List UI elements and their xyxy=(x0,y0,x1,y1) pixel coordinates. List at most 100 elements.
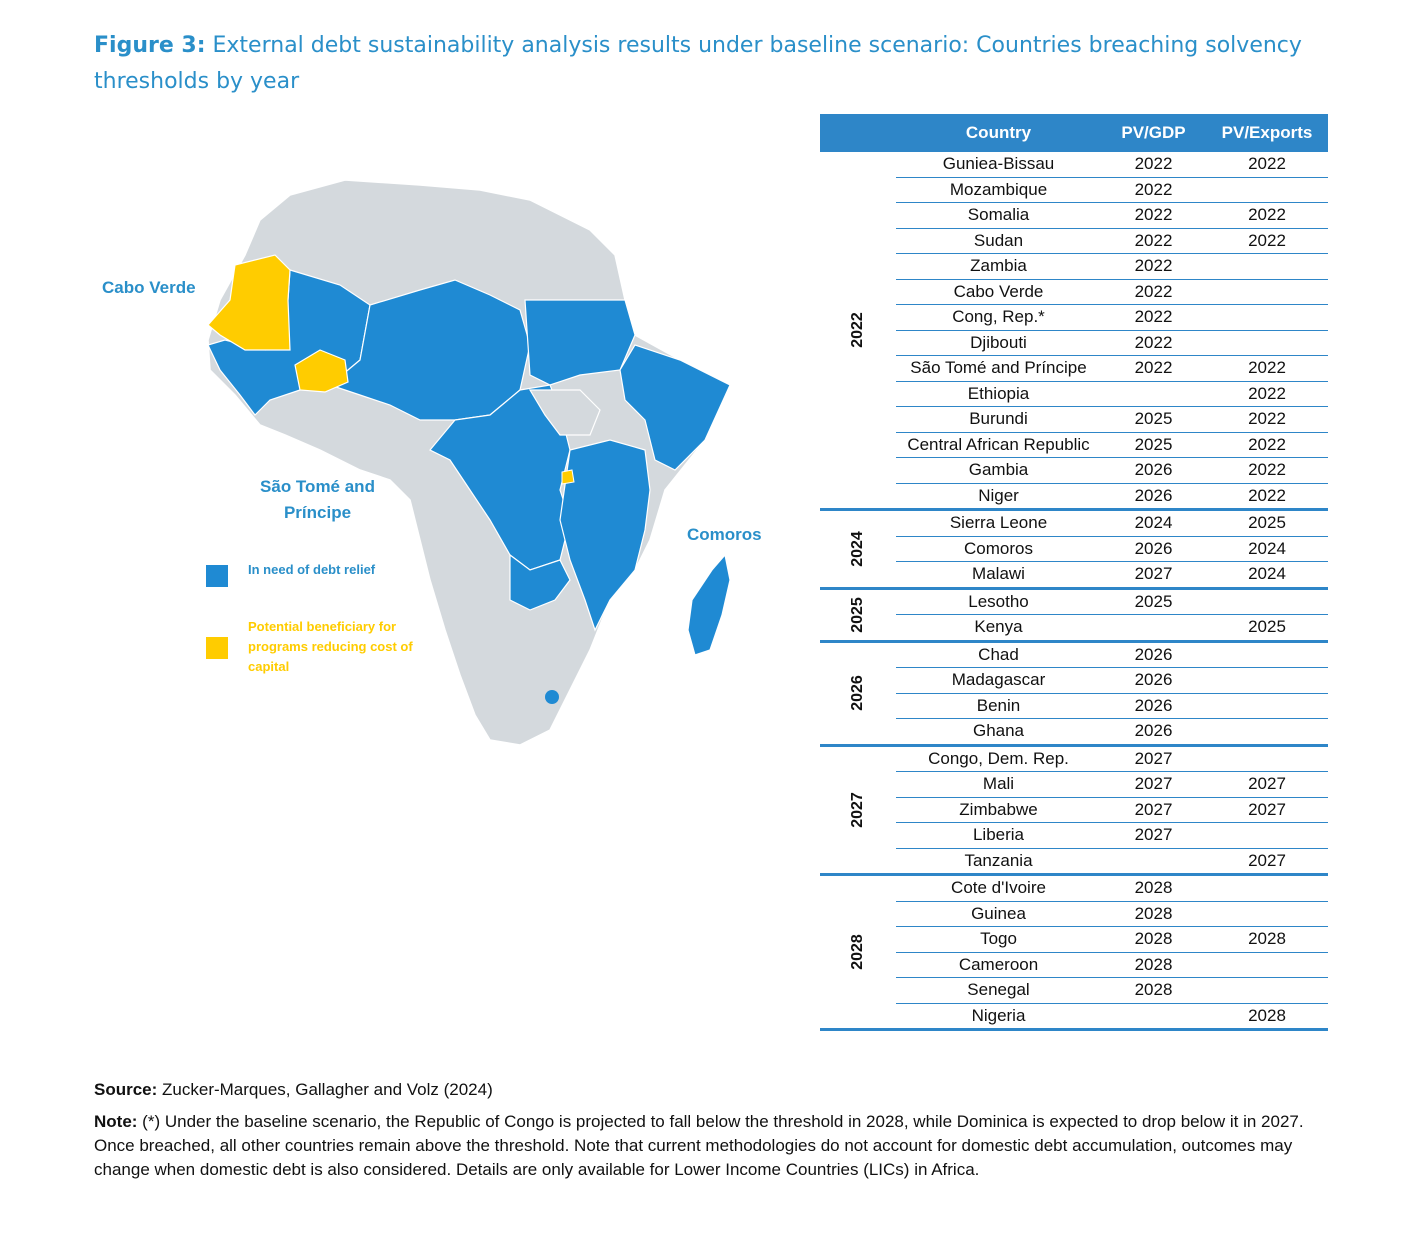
table-row: Lesotho 2025 xyxy=(896,590,1328,615)
cell-pv-exports xyxy=(1206,978,1328,1003)
cell-pv-exports xyxy=(1206,590,1328,615)
map-label-comoros: Comoros xyxy=(687,525,762,544)
year-group: 2026 Chad 2026 Madagascar 2026 Benin 2026 Ghana… xyxy=(820,643,1328,747)
figure-title-text: External debt sustainability analysis re… xyxy=(94,33,1302,94)
cell-country: São Tomé and Príncipe xyxy=(910,358,1087,377)
cell-country: Mozambique xyxy=(949,179,1048,199)
map-region-mauritania xyxy=(207,254,291,351)
cell-pv-exports: 2022 xyxy=(1248,205,1286,224)
table-row: São Tomé and Príncipe 2022 2022 xyxy=(896,356,1328,382)
cell-pv-gdp xyxy=(1101,615,1206,640)
map-region-lesotho xyxy=(545,690,559,704)
cell-pv-gdp: 2028 xyxy=(1134,929,1173,948)
cell-country: Somalia xyxy=(967,205,1030,224)
cell-country: Mali xyxy=(982,774,1015,793)
year-group-label: 2028 xyxy=(849,934,866,970)
table-row: Ethiopia 2022 xyxy=(896,382,1328,407)
table-header: Country PV/GDP PV/Exports xyxy=(820,114,1328,152)
cell-pv-gdp: 2028 xyxy=(1134,980,1173,999)
cell-pv-gdp: 2022 xyxy=(1134,256,1173,275)
cell-pv-exports: 2022 xyxy=(1248,460,1286,479)
table-row: Burundi 2025 2022 xyxy=(896,407,1328,433)
cell-pv-gdp: 2022 xyxy=(1134,332,1173,352)
legend-swatch-debt-relief xyxy=(206,565,228,587)
table-row: Malawi 2027 2024 xyxy=(896,562,1328,587)
table-row: Cabo Verde 2022 xyxy=(896,280,1328,305)
cell-pv-exports: 2024 xyxy=(1248,564,1286,583)
cell-pv-gdp: 2026 xyxy=(1134,695,1173,715)
source-label: Source: xyxy=(94,1080,158,1099)
cell-country: Guinea xyxy=(971,903,1026,923)
map-region-east xyxy=(559,439,651,632)
cell-pv-gdp xyxy=(1101,849,1206,874)
cell-pv-exports: 2022 xyxy=(1248,383,1286,403)
table-row: Sudan 2022 2022 xyxy=(896,229,1328,254)
map-region-madagascar xyxy=(687,553,731,656)
cell-pv-gdp: 2028 xyxy=(1134,954,1173,974)
legend-label-debt-relief: In need of debt relief xyxy=(248,562,376,577)
header-pv-gdp: PV/GDP xyxy=(1121,123,1186,142)
cell-country: Zimbabwe xyxy=(959,799,1038,819)
cell-country: Malawi xyxy=(972,564,1025,583)
table-row: Senegal 2028 xyxy=(896,978,1328,1004)
table-row: Comoros 2026 2024 xyxy=(896,537,1328,562)
year-group: 2027 Congo, Dem. Rep. 2027 Mali 2027 2027 Zimb… xyxy=(820,747,1328,876)
cell-country: Ghana xyxy=(972,721,1025,740)
table-row: Cote d'Ivoire 2028 xyxy=(896,876,1328,902)
cell-country: Guniea-Bissau xyxy=(942,154,1055,173)
cell-pv-exports xyxy=(1206,305,1328,330)
table-row: Liberia 2027 xyxy=(896,823,1328,849)
table-row: Djibouti 2022 xyxy=(896,331,1328,356)
cell-pv-gdp: 2022 xyxy=(1134,281,1173,301)
cell-pv-exports: 2022 xyxy=(1248,409,1286,428)
cell-pv-gdp: 2027 xyxy=(1134,748,1173,768)
table-row: Guinea 2028 xyxy=(896,902,1328,927)
cell-country: Cameroon xyxy=(958,954,1039,974)
table-row: Sierra Leone 2024 2025 xyxy=(896,511,1328,537)
map-region-burkina-faso xyxy=(294,349,349,393)
map-label-cabo-verde: Cabo Verde xyxy=(102,278,196,297)
cell-pv-gdp: 2027 xyxy=(1134,564,1173,583)
africa-map xyxy=(90,160,790,760)
year-group-label: 2024 xyxy=(849,530,866,567)
cell-country: Cabo Verde xyxy=(953,281,1044,301)
threshold-table: Country PV/GDP PV/Exports 2022 Guniea-Bis… xyxy=(820,114,1328,1031)
cell-pv-gdp: 2028 xyxy=(1134,903,1173,923)
table-row: Gambia 2026 2022 xyxy=(896,458,1328,484)
map-region-south-central xyxy=(509,553,571,611)
cell-pv-exports xyxy=(1206,178,1328,203)
cell-pv-exports xyxy=(1206,747,1328,772)
cell-pv-exports: 2022 xyxy=(1248,154,1286,173)
cell-country: Kenya xyxy=(974,617,1023,636)
figure-title: Figure 3: External debt sustainability a… xyxy=(94,28,1354,100)
cell-pv-exports: 2024 xyxy=(1248,538,1286,558)
cell-pv-gdp: 2026 xyxy=(1134,460,1173,479)
cell-country: Tanzania xyxy=(964,850,1033,870)
header-pv-exports: PV/Exports xyxy=(1221,123,1313,142)
note-text: (*) Under the baseline scenario, the Rep… xyxy=(94,1112,1304,1179)
cell-country: Ethiopia xyxy=(967,383,1030,403)
note-paragraph: Note: (*) Under the baseline scenario, t… xyxy=(94,1110,1339,1182)
cell-country: Chad xyxy=(978,644,1019,664)
cell-pv-exports xyxy=(1206,280,1328,305)
cell-pv-exports: 2028 xyxy=(1248,1005,1286,1025)
table-row: Madagascar 2026 xyxy=(896,668,1328,694)
source-text: Zucker-Marques, Gallagher and Volz (2024… xyxy=(157,1080,493,1099)
cell-pv-exports xyxy=(1206,876,1328,901)
year-group-label: 2026 xyxy=(849,675,866,711)
table-row: Tanzania 2027 xyxy=(896,849,1328,874)
source-line: Source: Zucker-Marques, Gallagher and Vo… xyxy=(94,1080,493,1100)
table-row: Somalia 2022 2022 xyxy=(896,203,1328,229)
map-label-sao-tome-line2: Príncipe xyxy=(283,503,352,522)
year-group-label: 2025 xyxy=(849,596,866,633)
cell-country: Togo xyxy=(980,929,1017,948)
table-row: Togo 2028 2028 xyxy=(896,927,1328,953)
cell-country: Cong, Rep.* xyxy=(952,307,1045,326)
cell-country: Niger xyxy=(978,485,1019,505)
cell-pv-exports xyxy=(1206,254,1328,279)
cell-pv-exports xyxy=(1206,331,1328,356)
cell-pv-exports: 2025 xyxy=(1248,513,1286,532)
map-region-rwanda xyxy=(561,469,575,485)
table-row: Guniea-Bissau 2022 2022 xyxy=(896,152,1328,178)
cell-pv-gdp: 2025 xyxy=(1134,409,1173,428)
